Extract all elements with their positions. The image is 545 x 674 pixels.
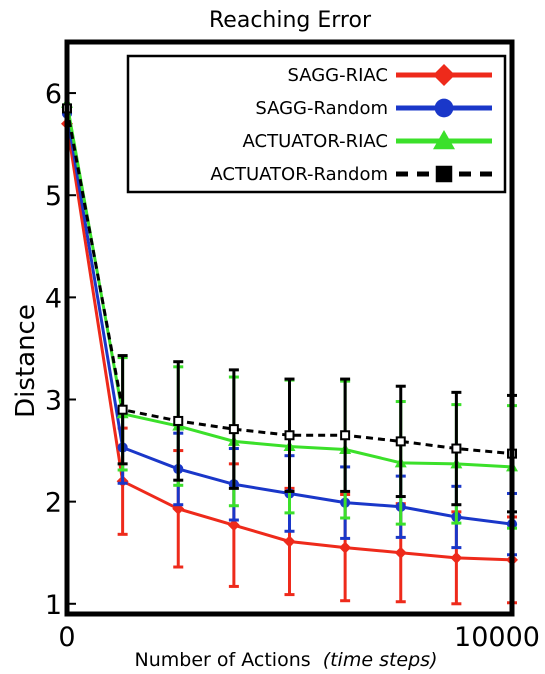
y-axis-ticks: 1 2 3 4 5 6	[45, 79, 76, 621]
legend-label: SAGG-RIAC	[287, 65, 388, 86]
y-tick-label: 5	[45, 181, 62, 212]
x-axis-title: Number of Actions (time steps)	[135, 649, 438, 671]
data-point	[451, 443, 462, 454]
data-point	[340, 430, 351, 441]
legend-marker	[433, 64, 455, 86]
data-point	[227, 519, 240, 532]
legend: SAGG-RIAC SAGG-Random ACTUATOR-RIAC ACTUATO…	[126, 54, 507, 194]
data-point	[117, 404, 128, 415]
x-tick-label-start: 0	[58, 622, 75, 653]
plot-area	[61, 97, 518, 606]
data-point	[395, 436, 406, 447]
y-axis-title: Distance	[11, 304, 41, 418]
data-point	[284, 430, 295, 441]
legend-label: SAGG-Random	[255, 98, 388, 119]
series-line	[65, 108, 513, 456]
data-point	[394, 546, 407, 559]
chart-title: Reaching Error	[209, 8, 372, 33]
y-tick-label: 3	[45, 386, 62, 417]
y-tick-label: 2	[45, 488, 62, 519]
data-point	[228, 424, 239, 435]
data-point	[173, 415, 184, 426]
y-tick-label: 4	[45, 283, 62, 314]
data-point	[339, 541, 352, 554]
series-actuator-random	[62, 103, 517, 514]
data-point	[283, 535, 296, 548]
x-axis-title-main: Number of Actions	[135, 649, 311, 671]
legend-marker	[434, 98, 454, 118]
data-point	[450, 551, 463, 564]
legend-entries: SAGG-RIAC SAGG-Random ACTUATOR-RIAC ACTUATO…	[210, 64, 492, 185]
x-axis-title-italic: (time steps)	[323, 649, 438, 671]
y-tick-label: 6	[45, 79, 62, 110]
plot-frame	[64, 39, 515, 617]
legend-marker	[433, 130, 455, 150]
legend-label: ACTUATOR-RIAC	[243, 131, 388, 152]
x-tick-label-end: 10000	[454, 622, 540, 653]
legend-label: ACTUATOR-Random	[210, 164, 388, 185]
y-tick-label: 1	[45, 590, 62, 621]
legend-marker	[435, 165, 453, 183]
